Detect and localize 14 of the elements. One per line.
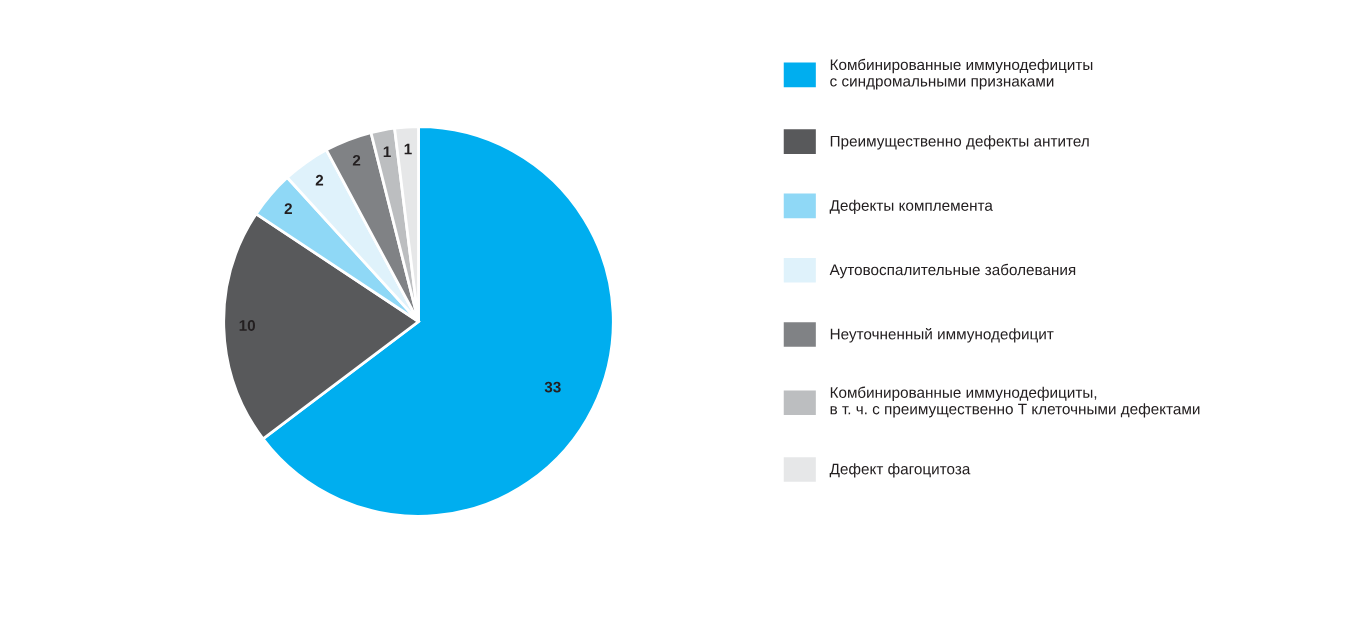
data-label: 2 — [284, 203, 292, 214]
legend-label: Аутовоспалительные заболевания — [829, 263, 1076, 279]
legend-label: Неуточненный иммунодефицит — [830, 328, 1054, 343]
legend-label: Преимущественно дефекты антител — [830, 135, 1089, 150]
data-label: 33 — [544, 381, 561, 393]
data-label: 2 — [352, 154, 361, 166]
legend-label: Комбинированные иммунодефициты, в т. ч. с преимущественно Т клеточными дефектами — [830, 386, 1200, 418]
data-label: 10 — [239, 320, 256, 331]
legend-label: Дефект фагоцитоза — [829, 463, 971, 478]
legend-label: Комбинированные иммунодефициты с синдромальными признаками — [830, 58, 1093, 90]
data-label: 1 — [404, 143, 412, 155]
data-label: 2 — [315, 174, 324, 186]
data-label: 1 — [383, 146, 391, 157]
legend-label: Дефекты комплемента — [829, 199, 993, 214]
